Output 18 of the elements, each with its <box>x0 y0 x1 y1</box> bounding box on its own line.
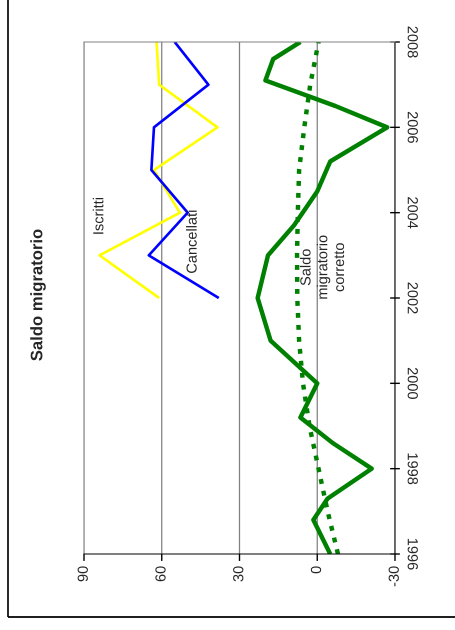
x-tick-label: 30 <box>233 566 244 582</box>
text: Iscritti <box>92 198 104 234</box>
text: Cancellati <box>186 210 197 273</box>
line-series <box>255 42 390 554</box>
x-tick-label: 90 <box>78 566 88 582</box>
y-tick-label: 2004 <box>408 197 418 228</box>
y-tick-label: 2000 <box>408 368 418 399</box>
x-tick-label: 0 <box>310 566 322 574</box>
x-tick-label: 60 <box>155 566 166 582</box>
text: Saldo migratorio <box>30 229 46 361</box>
y-tick-label: 2006 <box>408 112 418 143</box>
line-series <box>147 42 220 300</box>
x-tick-label: -30 <box>388 566 399 586</box>
y-tick-label: 1996 <box>408 538 418 570</box>
text: Saldo migratorio corretto <box>300 235 344 299</box>
y-tick-label: 2002 <box>408 282 418 314</box>
y-tick-label: 2008 <box>408 26 418 58</box>
y-tick-label: 1998 <box>408 454 418 484</box>
